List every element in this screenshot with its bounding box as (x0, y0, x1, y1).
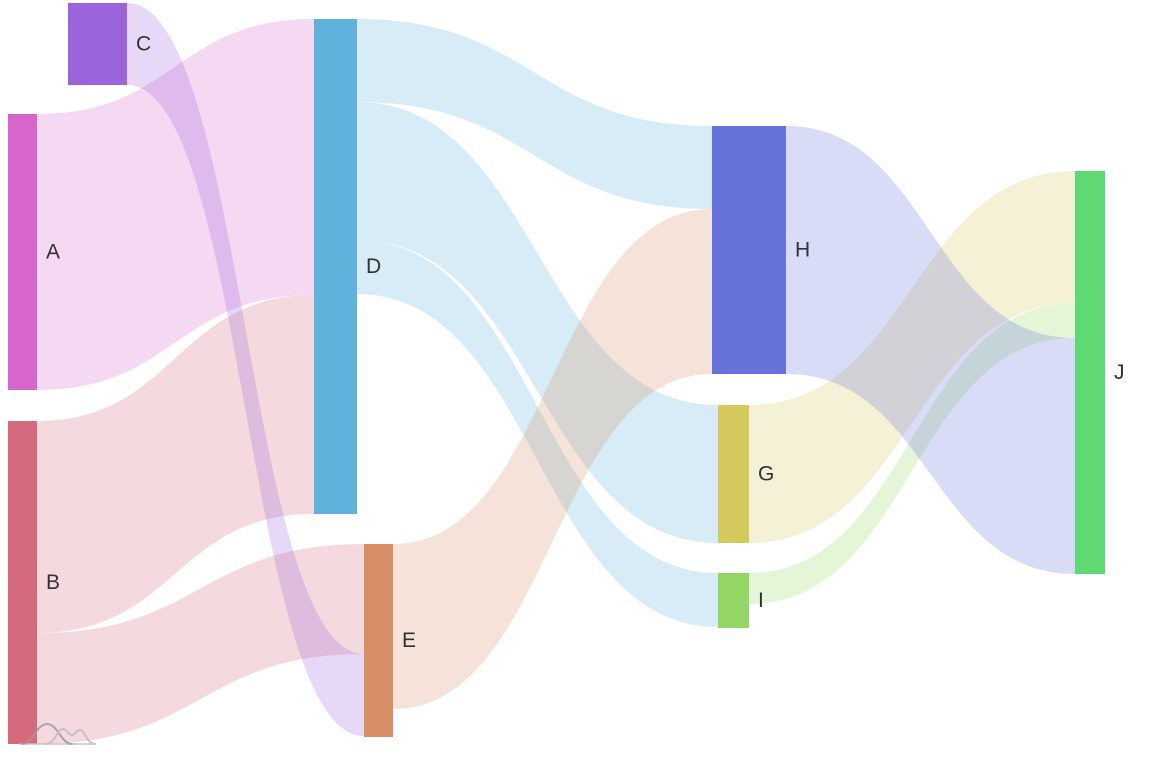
node-label-B: B (46, 571, 60, 594)
link-E-H[interactable] (393, 209, 712, 709)
link-A-D[interactable] (37, 19, 314, 390)
link-H-J[interactable] (786, 126, 1075, 574)
link-I-J[interactable] (749, 303, 1075, 604)
link-D-H[interactable] (357, 19, 712, 209)
node-label-I: I (758, 589, 764, 612)
node-A[interactable] (8, 114, 37, 390)
node-label-H: H (795, 239, 810, 262)
links-layer (37, 3, 1075, 744)
node-H[interactable] (712, 126, 786, 374)
link-C-E[interactable] (127, 3, 364, 736)
watermark-logo (19, 722, 96, 745)
labels-layer: A B C D E H G I J (46, 33, 1125, 653)
nodes-layer (8, 3, 1105, 744)
node-B[interactable] (8, 421, 37, 744)
distribution-curve-small-icon (45, 727, 96, 745)
distribution-curve-large-icon (21, 722, 73, 745)
link-B-D[interactable] (37, 295, 314, 633)
node-label-D: D (366, 255, 381, 278)
link-B-E[interactable] (37, 544, 364, 744)
node-I[interactable] (718, 573, 749, 628)
node-label-G: G (758, 463, 774, 486)
node-J[interactable] (1075, 171, 1105, 574)
link-D-I[interactable] (357, 240, 718, 627)
link-G-J[interactable] (749, 171, 1075, 543)
node-label-A: A (46, 241, 60, 264)
link-D-G[interactable] (357, 102, 718, 543)
node-label-E: E (402, 629, 416, 652)
node-C[interactable] (68, 3, 127, 85)
node-G[interactable] (718, 405, 749, 543)
node-D[interactable] (314, 19, 357, 514)
node-E[interactable] (364, 544, 393, 737)
node-label-J: J (1114, 361, 1125, 384)
node-label-C: C (136, 33, 151, 56)
